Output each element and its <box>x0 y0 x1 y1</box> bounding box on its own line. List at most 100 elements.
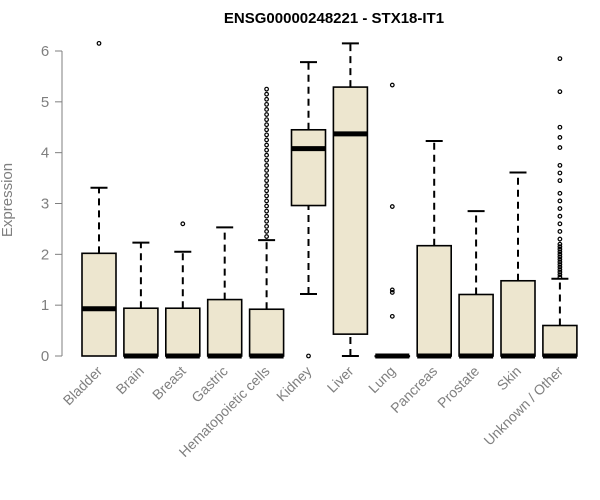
outlier-point <box>557 267 563 272</box>
box-iqr <box>458 293 494 357</box>
outlier-point <box>264 96 270 102</box>
box-bladder <box>81 40 117 357</box>
outlier-point <box>264 218 270 224</box>
outlier-point <box>264 107 270 112</box>
outlier-point <box>557 272 563 278</box>
outlier-point <box>264 162 270 168</box>
outlier-point <box>557 190 563 196</box>
outlier-point <box>557 262 563 267</box>
outlier-point <box>264 203 270 209</box>
box-pancreas <box>416 139 453 359</box>
outlier-point <box>557 221 563 227</box>
outlier-point <box>264 188 270 194</box>
box-gastric <box>206 226 243 359</box>
outlier-point <box>557 229 563 234</box>
x-tick-label: Kidney <box>273 363 315 405</box>
box-iqr <box>500 279 536 357</box>
x-tick-label: Bladder <box>60 363 106 409</box>
box-iqr <box>165 307 201 357</box>
outlier-point <box>264 122 270 128</box>
outlier-point <box>264 117 270 123</box>
y-axis: 0 1 2 3 4 5 6 <box>41 43 63 365</box>
box-iqr <box>290 128 327 207</box>
x-tick-label: Brain <box>113 363 147 397</box>
outlier-point <box>264 193 270 199</box>
outlier-point <box>264 152 270 158</box>
x-tick-label: Pancreas <box>387 363 440 416</box>
outlier-point <box>557 124 563 130</box>
outlier-point <box>264 137 270 143</box>
outlier-point <box>264 91 270 97</box>
x-tick-label: Liver <box>324 363 357 396</box>
box-kidney <box>290 61 327 359</box>
y-tick-label: 1 <box>41 297 49 314</box>
outlier-point <box>389 313 395 319</box>
box-brain <box>123 241 159 359</box>
outlier-point <box>264 112 270 117</box>
outlier-point <box>264 234 270 239</box>
x-tick-label: Breast <box>149 363 189 403</box>
outlier-point <box>264 213 270 219</box>
box-lung <box>374 82 411 359</box>
outlier-point <box>264 208 270 214</box>
outlier-point <box>264 142 270 148</box>
x-tick-label: Skin <box>494 363 525 394</box>
outlier-point <box>557 269 563 275</box>
outlier-point <box>264 101 270 107</box>
y-tick-label: 2 <box>41 246 49 263</box>
outlier-point <box>264 86 270 92</box>
box-unknown-other <box>542 56 578 359</box>
outlier-point <box>306 353 311 359</box>
outlier-point <box>557 241 563 247</box>
y-tick-label: 4 <box>41 145 49 162</box>
y-axis-label: Expression <box>0 163 16 237</box>
outlier-point <box>557 162 563 168</box>
box-breast <box>165 221 201 359</box>
outlier-point <box>264 178 270 184</box>
box-iqr <box>248 308 285 357</box>
outlier-point <box>557 178 563 184</box>
x-tick-label: Prostate <box>434 363 482 411</box>
x-tick-label: Unknown / Other <box>480 363 566 449</box>
outlier-point <box>557 259 563 265</box>
outlier-point <box>389 204 395 209</box>
x-tick-label: Lung <box>365 363 398 396</box>
outlier-point <box>557 244 563 250</box>
outlier-point <box>557 274 563 280</box>
outlier-point <box>96 40 102 46</box>
box-iqr <box>123 307 159 357</box>
outlier-point <box>557 198 563 204</box>
outlier-point <box>389 287 395 293</box>
y-tick-label: 0 <box>41 348 49 365</box>
outlier-point <box>389 82 395 88</box>
box-skin <box>500 171 536 359</box>
box-iqr <box>416 244 453 357</box>
outlier-point <box>557 56 563 62</box>
y-tick-label: 5 <box>41 94 49 111</box>
outlier-point <box>557 145 563 150</box>
outlier-point <box>557 254 563 260</box>
outlier-point <box>557 170 563 176</box>
outlier-point <box>557 257 563 262</box>
outlier-point <box>264 168 270 173</box>
outlier-point <box>557 246 563 252</box>
outlier-point <box>264 223 270 229</box>
outlier-point <box>557 135 563 140</box>
outlier-point <box>557 213 563 219</box>
outlier-point <box>557 249 563 255</box>
y-tick-label: 3 <box>41 196 49 213</box>
box-prostate <box>458 210 494 359</box>
outlier-point <box>264 183 270 189</box>
outlier-point <box>557 264 563 270</box>
outlier-point <box>557 251 563 257</box>
outlier-point <box>264 173 270 178</box>
chart-title: ENSG00000248221 - STX18-IT1 <box>224 10 444 27</box>
outlier-point <box>264 147 270 153</box>
outlier-point <box>264 132 270 138</box>
box-liver <box>332 42 369 357</box>
y-tick-label: 6 <box>41 43 49 60</box>
outlier-point <box>557 89 563 95</box>
box-hematopoietic-cells <box>248 86 285 359</box>
